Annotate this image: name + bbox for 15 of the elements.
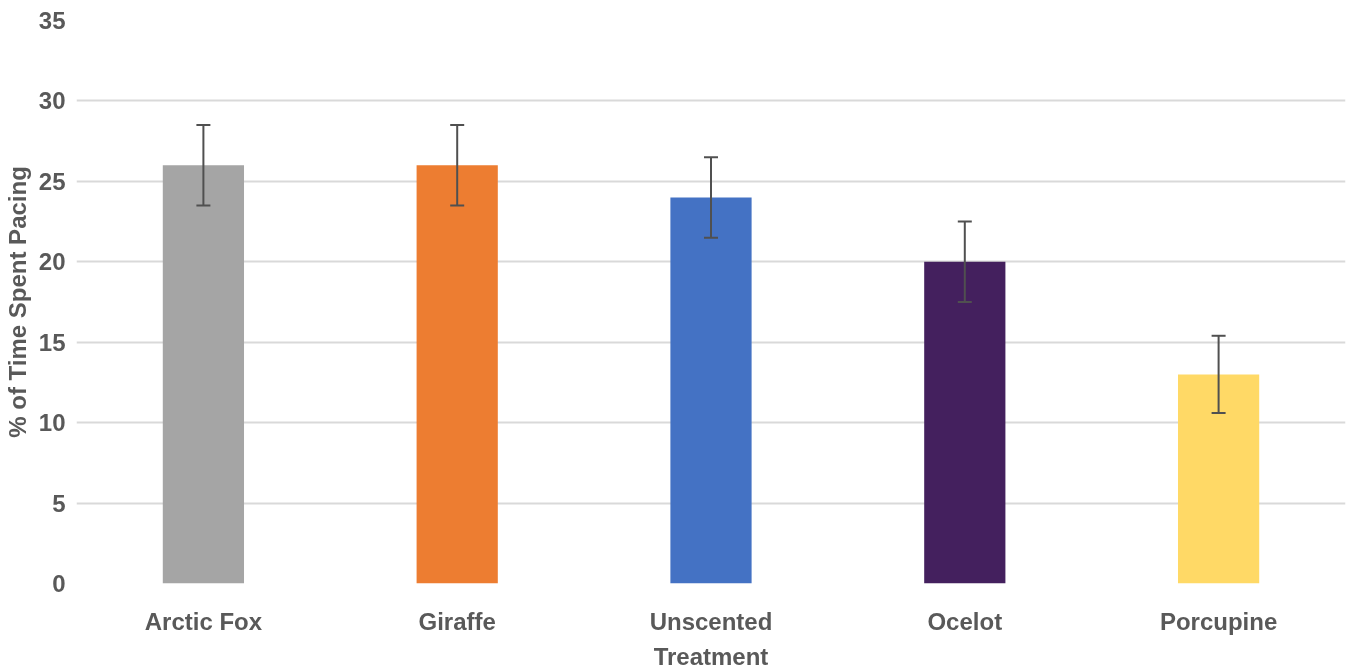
x-tick-label: Porcupine: [1159, 607, 1278, 635]
y-tick-label: 25: [38, 167, 66, 195]
x-tick-label: Arctic Fox: [144, 607, 263, 635]
y-tick-label: 20: [38, 248, 66, 276]
x-axis-title: Treatment: [653, 642, 769, 670]
x-tick-label: Giraffe: [418, 607, 496, 635]
x-tick-label: Ocelot: [927, 607, 1003, 635]
y-tick-label: 0: [52, 570, 66, 597]
y-tick-label: 5: [52, 489, 66, 517]
y-axis-title: % of Time Spent Pacing: [3, 166, 31, 438]
y-tick-label: 35: [38, 7, 66, 34]
y-tick-label: 15: [38, 328, 66, 356]
y-tick-label: 10: [38, 409, 66, 437]
x-tick-label: Unscented: [649, 607, 773, 635]
y-tick-label: 30: [38, 87, 66, 115]
